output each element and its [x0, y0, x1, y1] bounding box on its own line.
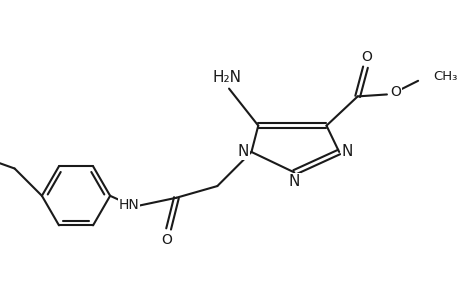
Text: O: O: [161, 233, 172, 247]
Text: HN: HN: [118, 198, 139, 212]
Text: N: N: [237, 144, 249, 159]
Text: H₂N: H₂N: [212, 70, 241, 86]
Text: N: N: [288, 174, 299, 189]
Text: O: O: [360, 50, 371, 64]
Text: CH₃: CH₃: [433, 70, 457, 83]
Text: N: N: [341, 144, 352, 159]
Text: O: O: [389, 85, 400, 100]
